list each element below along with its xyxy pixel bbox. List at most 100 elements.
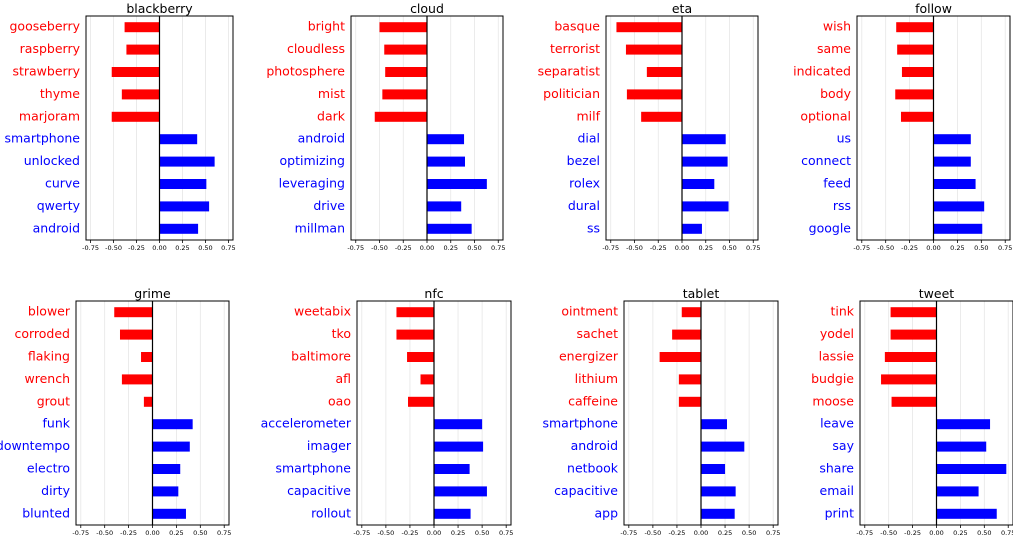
x-tick-label: 0.75 (217, 529, 231, 537)
category-label: us (837, 131, 851, 146)
x-tick-label: 0.25 (175, 244, 189, 252)
bar (111, 67, 160, 77)
category-label: energizer (559, 349, 619, 364)
category-label: unlocked (24, 153, 80, 168)
bar (408, 396, 434, 407)
category-label: funk (43, 416, 71, 431)
category-label: gooseberry (9, 19, 80, 34)
category-label: separatist (538, 64, 600, 79)
category-label: rollout (311, 505, 351, 520)
category-label: email (820, 483, 854, 498)
bar (121, 374, 153, 385)
x-tick-label: -0.50 (371, 244, 388, 252)
bar (641, 111, 682, 122)
bar (884, 352, 937, 362)
category-label: leveraging (279, 176, 345, 191)
category-label: blunted (22, 505, 70, 520)
chart-panel-grime: blower corroded flaking wrench grout funk down… (0, 286, 231, 537)
category-label: leave (820, 416, 854, 431)
x-tick-label: 0.00 (145, 529, 159, 537)
category-label: wrench (25, 371, 71, 386)
category-label: corroded (14, 326, 70, 341)
category-label: terrorist (550, 41, 600, 56)
category-label: say (832, 438, 854, 453)
category-label: budgie (811, 371, 854, 386)
category-label: wish (823, 19, 851, 34)
bar (152, 441, 190, 452)
chart-panel-tablet: ointment sachet energizer lithium caffeine sm… (542, 286, 780, 537)
category-label: android (571, 438, 618, 453)
bar (936, 464, 1007, 474)
x-tick-label: -0.75 (82, 244, 99, 252)
x-tick-label: 0.25 (953, 529, 967, 537)
category-label: netbook (567, 461, 619, 476)
bar (385, 67, 427, 77)
bar (933, 134, 971, 145)
x-tick-label: 0.00 (694, 529, 708, 537)
chart-panel-blackberry: gooseberry raspberry strawberry thyme marjor… (4, 1, 235, 252)
bar (152, 464, 181, 474)
bar (111, 111, 160, 122)
bar (427, 179, 487, 189)
bar (896, 22, 934, 33)
chart-panel-nfc: weetabix tko baltimore afl oao accelerometer i… (261, 286, 514, 537)
category-label: mist (318, 86, 345, 101)
bar (901, 67, 934, 77)
category-label: electro (27, 461, 70, 476)
bar (379, 22, 427, 33)
bar (434, 508, 471, 519)
x-tick-label: -0.50 (877, 244, 894, 252)
bar (384, 44, 427, 55)
x-tick-label: 0.00 (926, 244, 940, 252)
x-tick-label: -0.25 (120, 529, 137, 537)
bar (420, 374, 434, 385)
x-tick-label: 0.50 (722, 244, 736, 252)
bar (124, 22, 160, 33)
chart-title: eta (672, 1, 692, 16)
bar (396, 307, 434, 318)
x-tick-label: 0.25 (950, 244, 964, 252)
category-label: cloudless (287, 41, 345, 56)
x-tick-label: -0.75 (602, 244, 619, 252)
category-label: dirty (41, 483, 70, 498)
category-label: tink (830, 304, 854, 319)
x-tick-label: 0.25 (444, 244, 458, 252)
category-label: photosphere (266, 64, 345, 79)
x-tick-label: -0.25 (901, 244, 918, 252)
category-label: smartphone (4, 131, 80, 146)
bar (936, 508, 997, 519)
x-tick-label: 0.75 (491, 244, 505, 252)
category-label: lithium (575, 371, 618, 386)
bar (152, 486, 179, 497)
bar (895, 89, 934, 100)
bar (121, 89, 160, 100)
category-label: oao (328, 393, 351, 408)
bar (396, 329, 434, 340)
category-label: lassie (819, 349, 855, 364)
x-tick-label: 0.75 (998, 244, 1012, 252)
bar (933, 201, 985, 212)
chart-title: grime (134, 286, 171, 301)
x-tick-label: 0.00 (420, 244, 434, 252)
category-label: connect (801, 153, 851, 168)
category-label: ss (587, 220, 600, 235)
bar (159, 134, 198, 145)
bar (646, 67, 682, 77)
x-tick-label: 0.75 (1001, 529, 1013, 537)
bar (434, 419, 483, 430)
bar (701, 486, 736, 497)
bar (625, 44, 682, 55)
category-label: optimizing (280, 153, 346, 168)
bar (143, 396, 153, 407)
x-tick-label: 0.50 (742, 529, 756, 537)
bar (891, 396, 937, 407)
x-tick-label: -0.50 (96, 529, 113, 537)
bar (897, 44, 934, 55)
chart-title: nfc (424, 286, 443, 301)
x-tick-label: 0.50 (198, 244, 212, 252)
category-label: ointment (561, 304, 618, 319)
category-label: dark (317, 108, 346, 123)
x-tick-label: -0.50 (105, 244, 122, 252)
bar (407, 352, 434, 362)
